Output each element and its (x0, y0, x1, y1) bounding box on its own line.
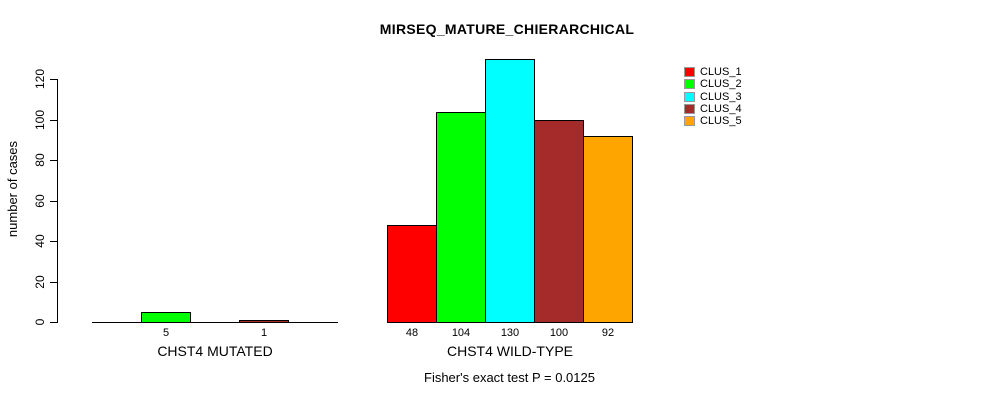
y-tick-mark (50, 160, 57, 161)
y-tick-label: 120 (33, 68, 47, 90)
group-label-wildtype: CHST4 WILD-TYPE (446, 343, 573, 359)
bar-value-label: 1 (260, 327, 268, 339)
bar-clus_3-wildtype (485, 59, 535, 323)
legend-item-clus_5: CLUS_5 (684, 115, 742, 127)
y-tick-label: 100 (33, 109, 47, 131)
bar-value-label: 130 (500, 327, 520, 339)
legend-label: CLUS_4 (700, 103, 742, 115)
y-tick-label: 0 (33, 318, 47, 326)
bar-clus_4-wildtype (534, 120, 584, 323)
legend-label: CLUS_2 (700, 78, 742, 90)
group-baseline (92, 322, 338, 323)
y-axis-line (57, 79, 58, 323)
y-tick-label: 80 (33, 153, 47, 167)
bar-value-label: 100 (549, 327, 569, 339)
legend-label: CLUS_1 (700, 66, 742, 78)
legend-swatch-clus_1 (684, 67, 695, 77)
y-tick-mark (50, 201, 57, 202)
legend-swatch-clus_5 (684, 116, 695, 126)
fisher-test-note: Fisher's exact test P = 0.0125 (424, 370, 595, 385)
legend-swatch-clus_2 (684, 79, 695, 89)
bar-clus_5-wildtype (583, 136, 633, 323)
y-tick-mark (50, 79, 57, 80)
bar-clus_4-mutated (239, 320, 289, 323)
legend-swatch-clus_4 (684, 104, 695, 114)
legend-item-clus_2: CLUS_2 (684, 78, 742, 90)
bar-value-label: 5 (162, 327, 170, 339)
bar-value-label: 48 (405, 327, 419, 339)
y-tick-mark (50, 120, 57, 121)
legend-swatch-clus_3 (684, 92, 695, 102)
bar-clus_2-wildtype (436, 112, 486, 323)
chart-title: MIRSEQ_MATURE_CHIERARCHICAL (379, 21, 635, 37)
bar-clus_2-mutated (141, 312, 191, 323)
y-tick-mark (50, 282, 57, 283)
y-axis-label: number of cases (5, 140, 20, 238)
legend-label: CLUS_3 (700, 91, 742, 103)
bar-clus_1-wildtype (387, 225, 437, 323)
bar-value-label: 92 (601, 327, 615, 339)
legend-label: CLUS_5 (700, 115, 742, 127)
legend-item-clus_4: CLUS_4 (684, 103, 742, 115)
y-tick-label: 60 (33, 194, 47, 208)
y-tick-label: 40 (33, 234, 47, 248)
bar-value-label: 104 (451, 327, 471, 339)
group-label-mutated: CHST4 MUTATED (157, 343, 273, 359)
y-tick-mark (50, 241, 57, 242)
y-tick-label: 20 (33, 275, 47, 289)
legend-item-clus_3: CLUS_3 (684, 91, 742, 103)
legend-item-clus_1: CLUS_1 (684, 66, 742, 78)
y-tick-mark (50, 322, 57, 323)
